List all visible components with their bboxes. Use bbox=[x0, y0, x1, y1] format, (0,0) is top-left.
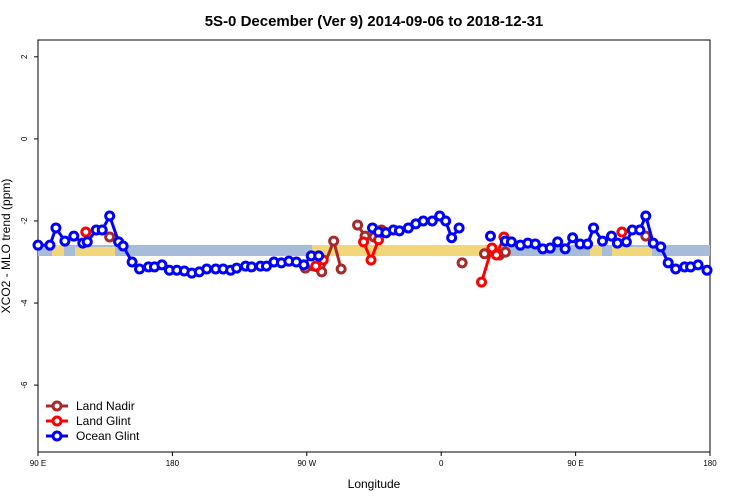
point bbox=[559, 243, 571, 255]
point bbox=[611, 237, 623, 249]
land-patch bbox=[52, 245, 64, 256]
point bbox=[59, 235, 71, 247]
point bbox=[32, 239, 44, 251]
legend-marker bbox=[51, 430, 63, 442]
point bbox=[117, 240, 129, 252]
legend-marker bbox=[51, 400, 63, 412]
y-axis-label: XCO2 - MLO trend (ppm) bbox=[0, 179, 13, 314]
point bbox=[96, 224, 108, 236]
point bbox=[662, 257, 674, 269]
point bbox=[50, 222, 62, 234]
point bbox=[231, 262, 243, 274]
point bbox=[544, 242, 556, 254]
point bbox=[156, 259, 168, 271]
point bbox=[479, 248, 491, 260]
point bbox=[246, 261, 258, 273]
point bbox=[310, 260, 322, 272]
point bbox=[417, 215, 429, 227]
x-axis-label: Longitude bbox=[348, 477, 401, 491]
point bbox=[104, 210, 116, 222]
y-tick-label: 0 bbox=[20, 136, 29, 141]
land-patch bbox=[75, 247, 115, 256]
point bbox=[126, 256, 138, 268]
legend-label: Land Nadir bbox=[76, 399, 135, 413]
point bbox=[440, 215, 452, 227]
point bbox=[313, 250, 325, 262]
point bbox=[490, 249, 502, 261]
point bbox=[456, 257, 468, 269]
point bbox=[655, 241, 667, 253]
point bbox=[298, 259, 310, 271]
point bbox=[358, 236, 370, 248]
point bbox=[365, 254, 377, 266]
point bbox=[529, 238, 541, 250]
land-patch bbox=[312, 245, 462, 256]
x-tick-label: 90 E bbox=[30, 459, 46, 468]
point bbox=[81, 236, 93, 248]
point bbox=[499, 246, 511, 258]
point bbox=[453, 222, 465, 234]
x-tick-label: 0 bbox=[439, 459, 444, 468]
point bbox=[588, 222, 600, 234]
point bbox=[134, 263, 146, 275]
y-tick-label: 2 bbox=[20, 54, 29, 59]
x-tick-label: 180 bbox=[703, 459, 717, 468]
point bbox=[476, 276, 488, 288]
point bbox=[44, 239, 56, 251]
y-tick-label: -2 bbox=[20, 217, 29, 225]
point bbox=[605, 230, 617, 242]
chart-title: 5S-0 December (Ver 9) 2014-09-06 to 2018… bbox=[205, 13, 544, 30]
point bbox=[104, 231, 116, 243]
point bbox=[634, 224, 646, 236]
point bbox=[393, 225, 405, 237]
point bbox=[670, 263, 682, 275]
point bbox=[505, 236, 517, 248]
point bbox=[426, 215, 438, 227]
point bbox=[484, 230, 496, 242]
legend-label: Land Glint bbox=[76, 414, 131, 428]
point bbox=[567, 232, 579, 244]
point bbox=[80, 226, 92, 238]
point bbox=[582, 238, 594, 250]
point bbox=[68, 230, 80, 242]
land-patch bbox=[590, 245, 602, 256]
point bbox=[335, 263, 347, 275]
x-tick-label: 90 E bbox=[567, 459, 583, 468]
x-tick-label: 90 W bbox=[297, 459, 316, 468]
point bbox=[620, 236, 632, 248]
x-tick-label: 180 bbox=[166, 459, 180, 468]
point bbox=[552, 236, 564, 248]
point bbox=[701, 264, 713, 276]
point bbox=[616, 226, 628, 238]
point bbox=[596, 235, 608, 247]
point bbox=[201, 263, 213, 275]
y-tick-label: -4 bbox=[20, 299, 29, 307]
legend-marker bbox=[51, 415, 63, 427]
y-tick-label: -6 bbox=[20, 381, 29, 389]
point bbox=[352, 219, 364, 231]
point bbox=[328, 235, 340, 247]
legend-label: Ocean Glint bbox=[76, 429, 140, 443]
point bbox=[692, 259, 704, 271]
point bbox=[446, 232, 458, 244]
land-patch bbox=[612, 247, 652, 256]
point bbox=[640, 210, 652, 222]
